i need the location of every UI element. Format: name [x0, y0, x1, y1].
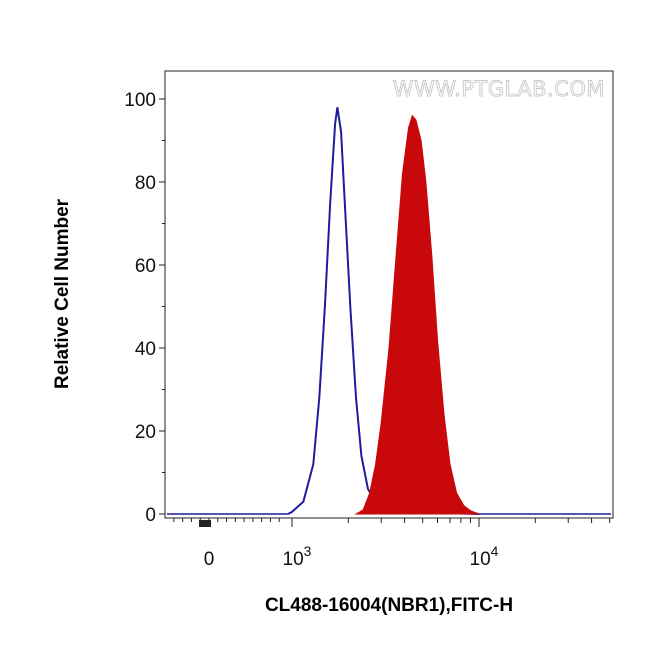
x-tick-label: 104	[470, 543, 499, 570]
y-axis: 0 20 40 60 80 100	[124, 90, 165, 526]
plot-frame	[164, 70, 614, 519]
y-tick-label: 40	[135, 339, 156, 360]
y-tick-label: 20	[135, 422, 156, 443]
watermark-text: WWW.PTGLAB.COM	[393, 77, 605, 101]
plot-area	[167, 107, 611, 515]
x-axis: 0 103 104	[173, 518, 611, 570]
x-zero-tick-cluster	[199, 520, 211, 527]
series-filled-histogram	[354, 114, 480, 515]
y-tick-label: 100	[124, 90, 156, 111]
y-tick-label: 80	[135, 173, 156, 194]
x-tick-label: 0	[204, 549, 215, 570]
x-tick-label: 103	[283, 543, 312, 570]
y-axis-title: Relative Cell Number	[52, 198, 73, 389]
x-axis-title: CL488-16004(NBR1),FITC-H	[265, 595, 513, 616]
y-tick-label: 0	[145, 505, 156, 526]
y-tick-label: 60	[135, 256, 156, 277]
